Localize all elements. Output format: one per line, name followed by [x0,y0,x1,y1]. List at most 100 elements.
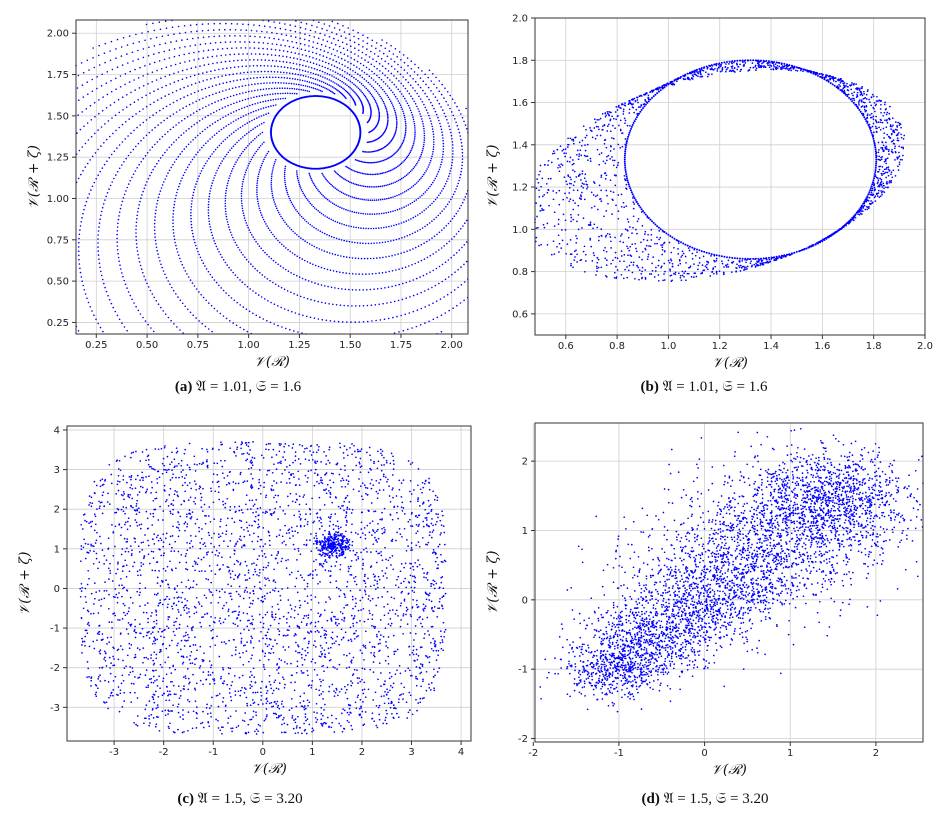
data-point [380,287,383,290]
data-point [622,110,625,113]
data-point [842,87,845,90]
data-point [368,273,371,275]
data-point [218,35,221,37]
data-point [605,264,608,266]
data-point [248,41,251,43]
data-point [878,196,881,199]
data-point [663,262,666,265]
data-point [208,94,211,97]
data-point [78,263,81,265]
data-point [199,172,202,175]
data-point [315,187,318,190]
data-point [299,295,302,298]
data-point [262,88,265,91]
data-point [119,207,122,210]
data-point [452,193,455,196]
data-point [592,227,594,230]
data-point [629,245,632,248]
data-point [167,172,169,174]
data-point [416,105,418,108]
data-point [351,196,354,198]
data-point [294,312,297,314]
data-point [163,119,165,122]
data-point [434,198,437,201]
x-tick-label: 1.00 [238,340,260,351]
data-point [274,49,277,51]
data-point [378,112,381,115]
data-point [315,63,318,65]
data-point [868,98,870,101]
data-point [883,191,886,194]
data-point [208,157,210,160]
data-point [262,160,264,163]
data-point [386,113,389,116]
data-point [81,280,83,283]
data-point [893,129,895,132]
data-point [178,122,180,124]
data-point [338,222,341,224]
data-point [436,316,439,319]
data-point [198,291,200,293]
data-point [615,118,617,121]
data-point [832,78,835,81]
data-point [179,329,181,331]
data-point [233,60,235,62]
data-point [154,143,156,146]
data-point [603,142,606,145]
data-point [280,215,282,218]
data-point [282,39,285,41]
data-point [357,87,360,90]
data-point [379,50,381,52]
data-point [418,178,421,181]
data-point [571,163,574,166]
data-point [343,31,346,33]
data-point [366,73,368,76]
data-point [462,225,464,227]
data-point [285,34,288,36]
data-point [264,156,266,159]
data-point [770,65,773,67]
data-point [433,83,435,86]
data-point [360,83,363,85]
data-point [356,94,359,96]
data-point [647,96,650,99]
data-point [712,69,715,71]
data-point [585,128,587,131]
data-point [402,85,405,87]
data-point [407,64,409,67]
data-point [550,161,553,164]
data-point [677,248,679,250]
data-point [395,125,398,127]
data-point [137,49,139,52]
data-point [139,66,141,69]
data-point [663,279,666,281]
data-point [427,166,430,168]
data-point [191,158,194,161]
data-point [207,201,210,203]
data-point [357,95,359,98]
data-point [584,144,586,146]
data-point [458,207,461,210]
data-point [404,175,406,178]
data-point [80,276,83,278]
data-point [308,201,310,203]
data-point [395,238,398,241]
data-point [582,250,585,253]
data-point [394,167,396,170]
data-point [613,159,616,162]
data-point [878,149,880,151]
data-point [438,90,441,92]
data-point [78,149,81,152]
x-tick-label: 0.75 [187,340,209,351]
data-point [246,105,248,108]
data-point [868,196,871,199]
data-point [241,188,243,190]
data-point [290,82,293,85]
data-point [268,37,271,39]
data-point [253,59,255,61]
data-point [256,184,258,187]
data-point [327,62,330,65]
data-point [642,238,645,241]
data-point [137,309,140,312]
data-point [776,64,779,67]
